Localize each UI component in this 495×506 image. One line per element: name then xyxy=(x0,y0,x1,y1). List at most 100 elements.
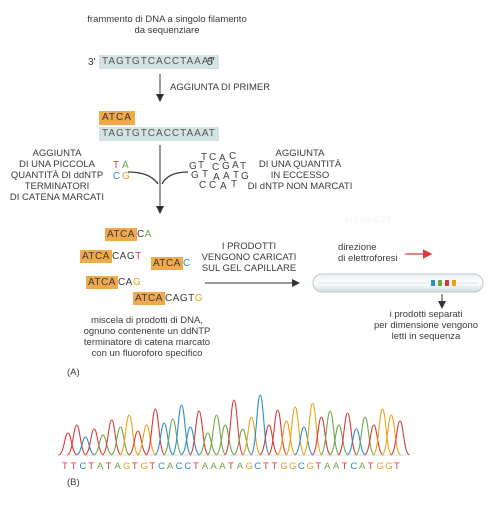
chromatogram-peak xyxy=(276,420,297,456)
product-fragment-3: ATCA C xyxy=(151,257,191,270)
ddntp-note-line3: QUANTITÀ DI ddNTP xyxy=(10,170,104,181)
sequence-base: A xyxy=(359,461,366,472)
direction-line1: direzione xyxy=(338,242,377,253)
sequence-base: T xyxy=(367,461,374,472)
chromatogram-peak xyxy=(188,410,210,456)
sequence-base: T xyxy=(62,461,68,472)
dntp-cloud: T C A C G T C G A T G T A A T G C C A T xyxy=(189,151,259,202)
sequence-base: G xyxy=(140,461,149,472)
fragment-primer: ATCA xyxy=(86,276,118,289)
chromatogram-peak xyxy=(294,426,314,456)
chromatogram-peak xyxy=(171,404,192,456)
dntp-letter: A xyxy=(223,171,230,182)
gel-loaded-line3: SUL GEL CAPILLARE xyxy=(201,263,297,274)
fragment-primer: ATCA xyxy=(133,292,165,305)
fragment-terminator: G xyxy=(132,277,142,288)
sequence-base: T xyxy=(149,461,156,472)
sequence-base: G xyxy=(245,461,253,472)
product-fragment-1: ATCA CA xyxy=(105,228,152,241)
chromatogram-peak xyxy=(302,402,323,456)
sequence-base: A xyxy=(201,461,209,472)
chromatogram-peak xyxy=(372,408,393,456)
sequence-base: T xyxy=(394,461,400,472)
result-line3: letti in sequenza xyxy=(391,331,461,342)
band-red xyxy=(445,280,449,286)
fragment-rest: C xyxy=(136,229,145,240)
fragment-terminator: T xyxy=(135,251,142,262)
chromatogram-plot xyxy=(58,394,411,456)
primer-step-label: AGGIUNTA DI PRIMER xyxy=(170,82,271,93)
sequence-base: C xyxy=(297,461,305,472)
chromatogram-peak xyxy=(328,424,349,456)
sequence-base: C xyxy=(79,461,87,472)
dntp-letter: T xyxy=(202,169,209,180)
sequence-base: G xyxy=(289,461,297,472)
sequence-base: T xyxy=(70,461,77,472)
sequence-base: G xyxy=(376,461,384,472)
sequence-base: T xyxy=(131,461,138,472)
chromatogram-peak xyxy=(311,416,332,456)
chromatogram-peak xyxy=(119,414,140,456)
chromatogram-peak xyxy=(381,414,402,456)
chromatogram-peak xyxy=(66,424,87,456)
chromatogram-peak xyxy=(346,428,367,456)
chromatogram-peak xyxy=(75,436,96,456)
direction-label: direzione di elettroforesi xyxy=(338,242,398,264)
dntp-letter: A xyxy=(213,172,220,183)
sequence-base: G xyxy=(123,461,131,472)
band-yellow xyxy=(452,280,456,286)
chromatogram-peak xyxy=(197,432,218,456)
ddntp-note-line1: AGGIUNTA xyxy=(32,148,82,159)
products-caption: miscela di prodotti di DNA, ognuno conte… xyxy=(67,315,227,359)
dntp-letter: C xyxy=(209,152,217,163)
chromatogram-peak xyxy=(337,412,358,456)
dntp-letter: A xyxy=(232,160,239,171)
dntp-letter: G xyxy=(189,161,197,172)
chromatogram-peak xyxy=(180,426,201,456)
chromatogram-peak xyxy=(363,424,384,456)
ddntp-note: AGGIUNTA DI UNA PICCOLA QUANTITÀ DI ddNT… xyxy=(2,148,112,203)
sequence-base: T xyxy=(105,461,112,472)
dntp-letter: T xyxy=(231,179,238,190)
sequence-base: C xyxy=(254,461,262,472)
chromatogram-peak xyxy=(206,414,227,456)
chromatogram-peak xyxy=(259,424,279,456)
dntp-letter: C xyxy=(209,180,217,191)
dntp-letter: C xyxy=(199,180,207,191)
gel-loaded-label: I PRODOTTI VENGONO CARICATI SUL GEL CAPI… xyxy=(194,241,304,274)
ddntp-c: C xyxy=(113,171,121,182)
end-5-label: 5' xyxy=(207,57,215,68)
chromatogram-peak xyxy=(285,406,306,456)
sequence-base: T xyxy=(341,461,348,472)
chromatogram-peak xyxy=(84,428,105,456)
dntp-note-line2: DI UNA QUANTITÀ xyxy=(258,159,342,170)
fragment-title: frammento di DNA a singolo filamento da … xyxy=(72,14,262,36)
sequence-base: T xyxy=(271,461,278,472)
product-fragment-5: ATCA CAGTG xyxy=(133,292,203,305)
chromatogram-peak xyxy=(389,420,411,456)
sequence-base: G xyxy=(385,461,393,472)
ddntp-note-line2: DI UNA PICCOLA xyxy=(18,159,96,170)
dntp-letter: G xyxy=(222,161,230,172)
sequence-base: T xyxy=(193,461,199,472)
ddntp-a: A xyxy=(122,160,129,171)
sequence-base: A xyxy=(210,461,217,472)
fragment-rest: CAG xyxy=(111,251,136,262)
chromatogram-peak xyxy=(223,399,245,456)
sequence-base: A xyxy=(114,461,121,472)
dntp-letter: T xyxy=(240,161,247,172)
sequence-base: C xyxy=(175,461,183,472)
panel-label-b: (B) xyxy=(67,477,80,488)
sequence-base: A xyxy=(236,461,244,472)
template-sequence-2: TAGTGTCACCTAAAT xyxy=(99,127,219,141)
chromatogram-peak xyxy=(110,426,131,456)
converge-right xyxy=(161,171,189,185)
fragment-title-line2: da sequenziare xyxy=(134,25,200,36)
fragment-title-line1: frammento di DNA a singolo filamento xyxy=(87,14,247,25)
chromatogram-peak xyxy=(162,418,183,456)
chromatogram-peak xyxy=(267,409,288,456)
sequence-base: A xyxy=(96,461,104,472)
product-fragment-2: ATCA CAGT xyxy=(80,250,142,263)
